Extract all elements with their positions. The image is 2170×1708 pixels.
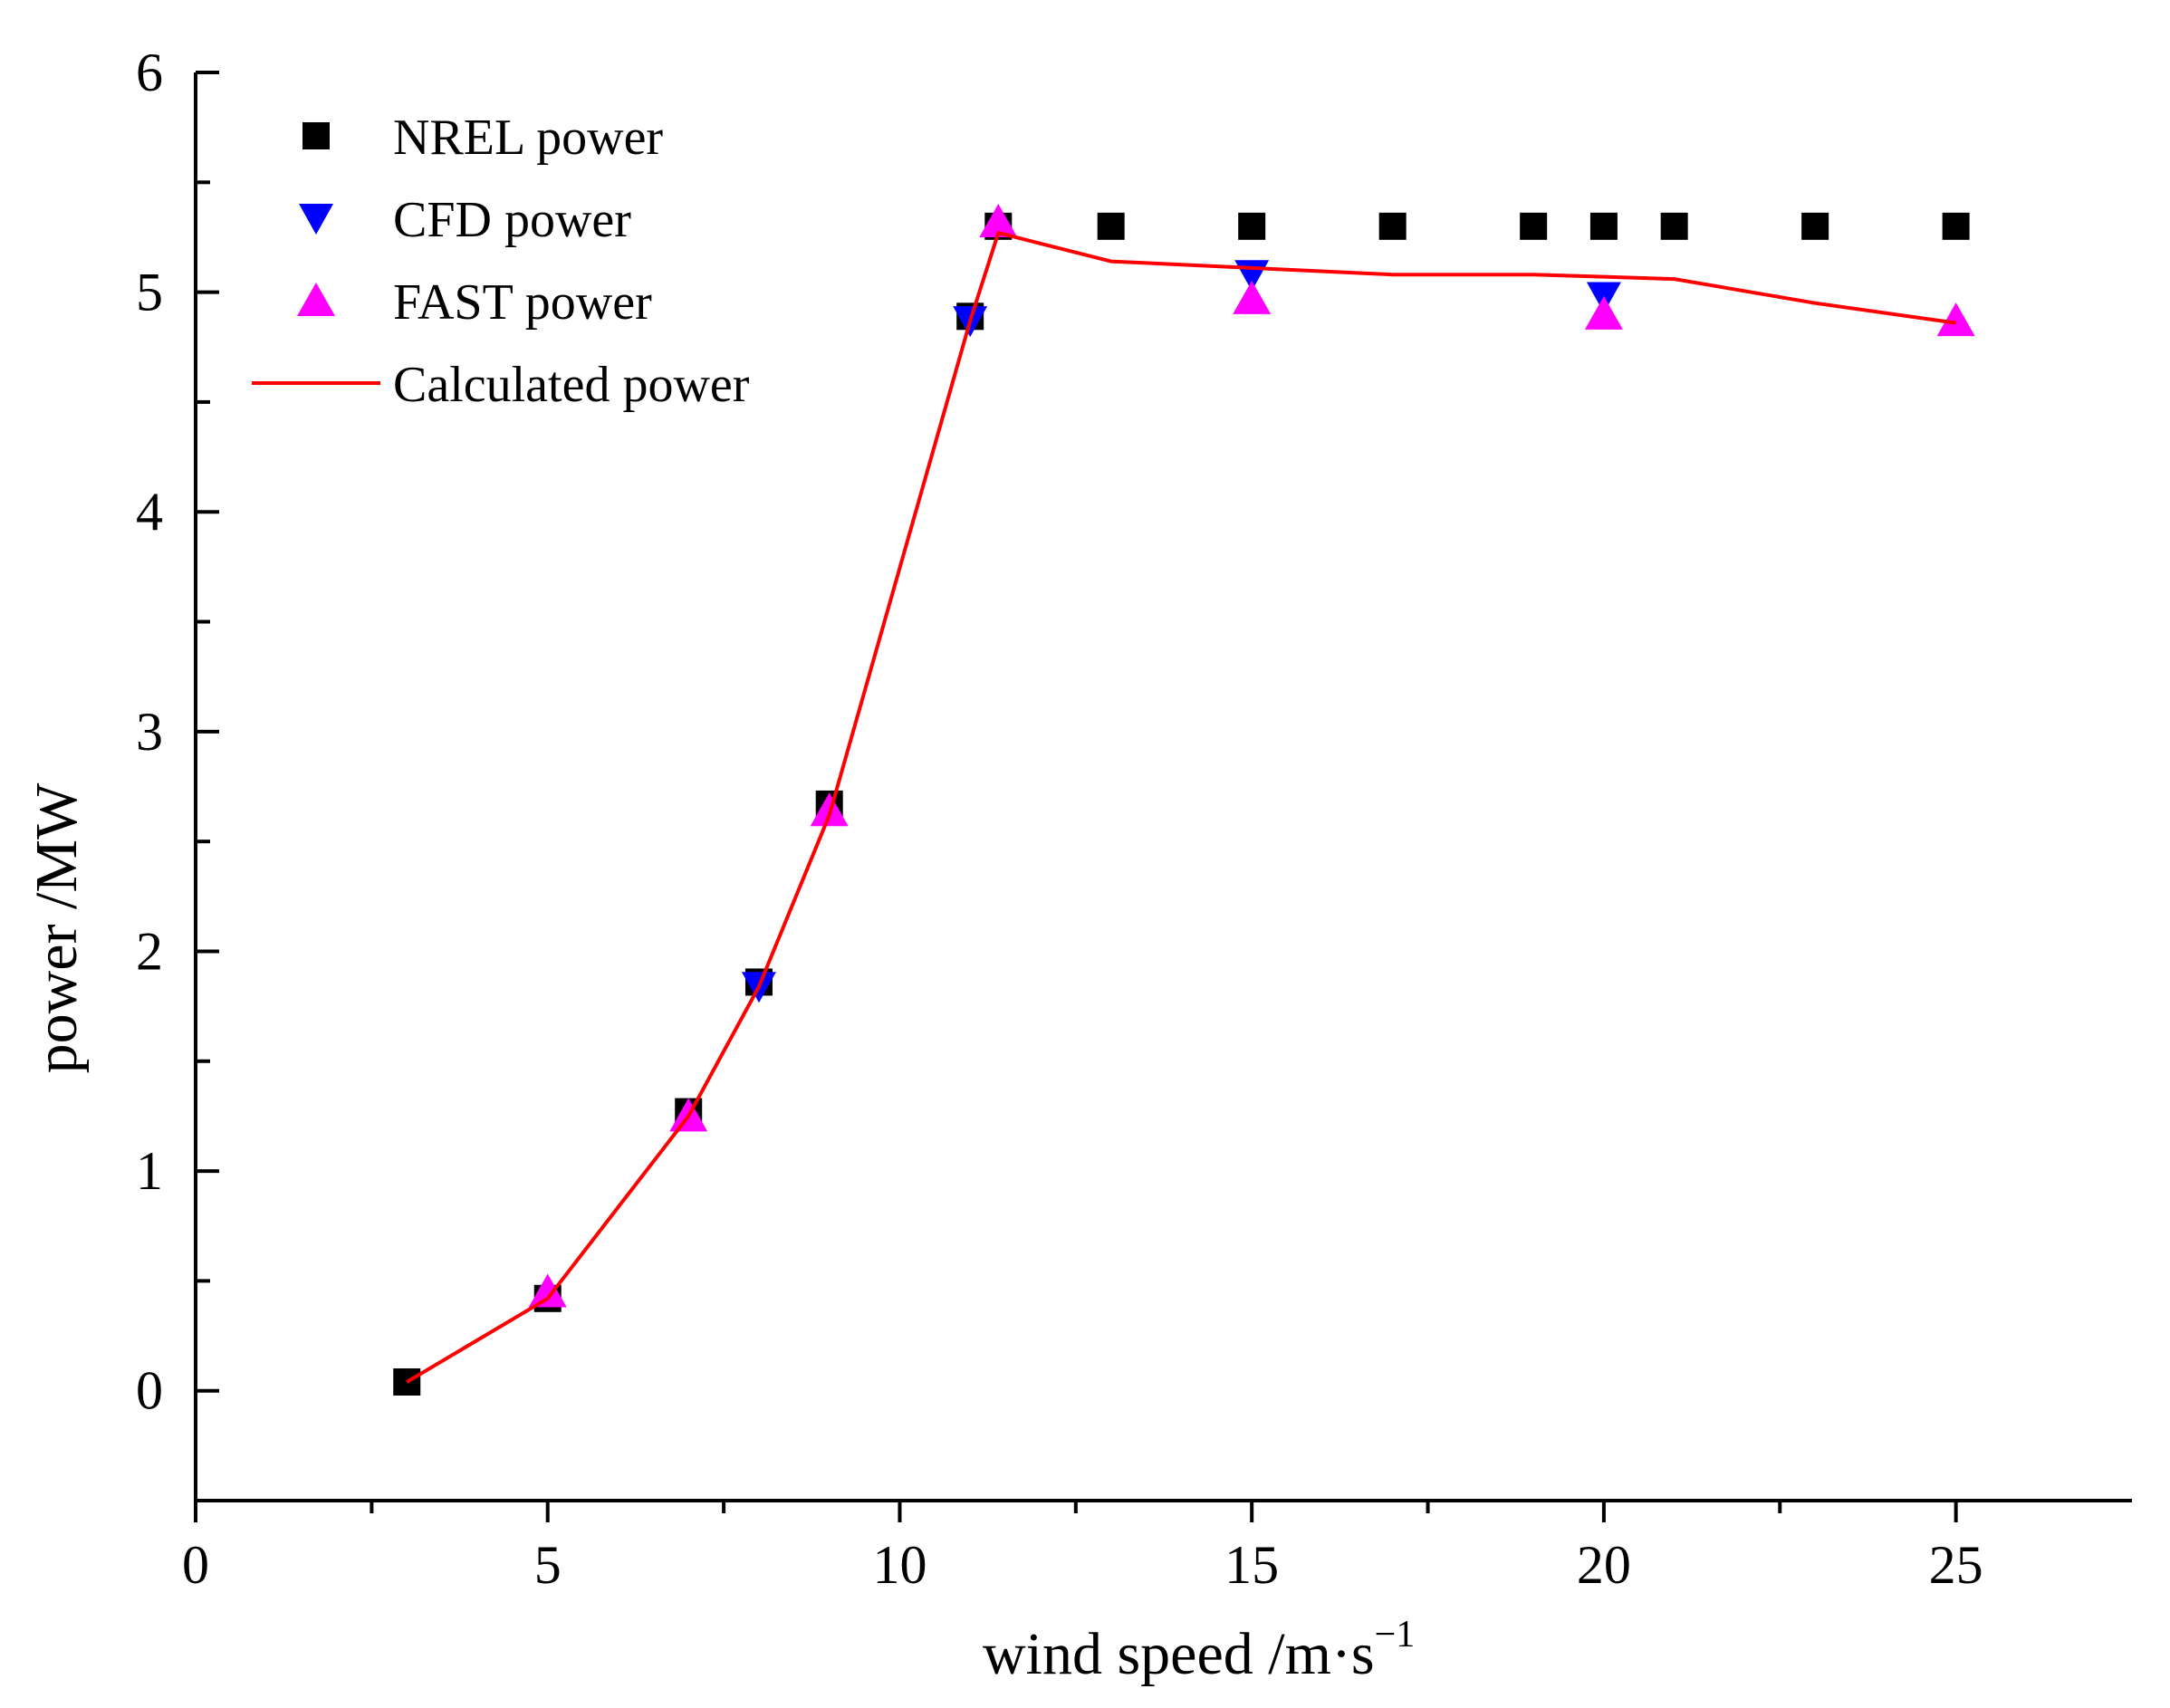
axes — [194, 72, 2132, 1502]
legend-label-cfd-power: CFD power — [393, 192, 631, 248]
series-cfd-power — [741, 260, 1621, 1003]
legend-swatch-cfd-power — [299, 204, 333, 235]
legend-label-fast-power: FAST power — [393, 274, 652, 331]
x-tick-label: 0 — [182, 1535, 209, 1595]
x-axis-title-sup: −1 — [1375, 1614, 1416, 1655]
legend-item-fast-power: FAST power — [297, 274, 652, 331]
x-axis-title: wind speed /m·s−1 — [983, 1614, 1415, 1687]
x-tick-label: 15 — [1224, 1535, 1279, 1595]
series-layer — [393, 203, 1975, 1396]
nrel-power-point — [1238, 212, 1266, 240]
legend: NREL power CFD power FAST power Calculated … — [252, 110, 750, 413]
legend-item-calculated-power: Calculated power — [252, 357, 750, 413]
y-tick-label: 1 — [136, 1141, 163, 1201]
calculated-power-line — [406, 231, 1956, 1384]
nrel-power-point — [1520, 212, 1548, 240]
nrel-power-point — [1378, 212, 1407, 240]
fast-power-point — [979, 203, 1018, 237]
nrel-power-point — [1589, 212, 1618, 240]
nrel-power-point — [1097, 212, 1125, 240]
legend-label-nrel-power: NREL power — [393, 110, 663, 166]
x-tick-label: 5 — [534, 1535, 562, 1595]
fast-power-point — [1233, 280, 1272, 314]
x-tick-label: 20 — [1577, 1535, 1631, 1595]
nrel-power-point — [1660, 212, 1688, 240]
y-tick-label: 5 — [136, 263, 163, 322]
y-tick-label: 2 — [136, 921, 163, 981]
series-calculated-power — [406, 231, 1956, 1384]
x-axis-title-text: wind speed /m·s — [983, 1621, 1375, 1687]
y-axis-title: power /MW — [24, 782, 90, 1073]
y-tick-label: 0 — [136, 1361, 163, 1421]
legend-label-calculated-power: Calculated power — [393, 357, 750, 413]
axis-ticks: 0 5 10 15 20 25 0 1 2 3 4 5 6 — [136, 43, 1983, 1595]
fast-power-point — [1936, 302, 1975, 337]
y-tick-label: 6 — [136, 43, 163, 102]
nrel-power-point — [1942, 212, 1970, 240]
nrel-power-point — [1801, 212, 1829, 240]
legend-item-nrel-power: NREL power — [302, 110, 663, 166]
x-tick-label: 10 — [872, 1535, 927, 1595]
fast-power-point — [1584, 295, 1623, 330]
y-tick-label: 3 — [136, 702, 163, 762]
y-tick-label: 4 — [136, 482, 163, 542]
legend-swatch-fast-power — [297, 283, 335, 316]
x-tick-label: 25 — [1929, 1535, 1983, 1595]
fast-power-point — [528, 1273, 567, 1308]
legend-swatch-nrel-power — [302, 122, 330, 149]
legend-item-cfd-power: CFD power — [299, 192, 631, 248]
